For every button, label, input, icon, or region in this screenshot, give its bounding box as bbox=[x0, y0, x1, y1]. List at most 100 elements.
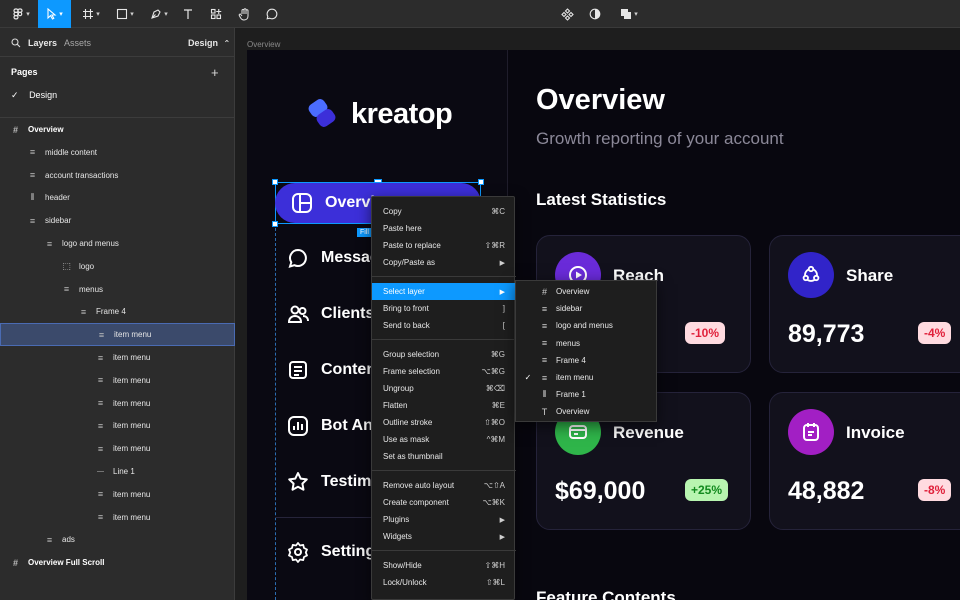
layer-row[interactable]: ≡ item menu bbox=[0, 346, 235, 369]
text-tool-button[interactable] bbox=[178, 0, 198, 28]
stat-card-share[interactable]: Share 89,773 -4% bbox=[769, 235, 960, 373]
change-badge: +25% bbox=[685, 479, 729, 501]
layer-row[interactable]: ≡ item menu bbox=[0, 323, 235, 347]
submenu-item[interactable]: ≡ menus bbox=[516, 335, 658, 352]
layer-row[interactable]: — Line 1 bbox=[0, 460, 235, 483]
tab-assets[interactable]: Assets bbox=[64, 38, 92, 48]
layer-row[interactable]: ≡ item menu bbox=[0, 369, 235, 392]
auto-layout-vertical-icon: ≡ bbox=[46, 238, 53, 249]
nav-item-clients[interactable]: Clients bbox=[287, 294, 374, 334]
figma-logo-icon bbox=[13, 8, 23, 20]
menu-shortcut: ⌘⌫ bbox=[485, 384, 505, 393]
menu-item-select-layer[interactable]: Select layer ▶ bbox=[372, 283, 516, 300]
layer-row[interactable]: ≡ sidebar bbox=[0, 209, 235, 232]
menu-divider bbox=[372, 550, 516, 551]
menu-item-label: Create component bbox=[383, 498, 449, 507]
shape-tool-button[interactable]: ▾ bbox=[110, 0, 140, 28]
layer-row[interactable]: ≡ item menu bbox=[0, 414, 235, 437]
main-menu-button[interactable]: ▾ bbox=[4, 0, 38, 28]
layer-row[interactable]: ≡ menus bbox=[0, 278, 235, 301]
menu-divider bbox=[372, 470, 516, 471]
menu-item-set-as-thumbnail[interactable]: Set as thumbnail bbox=[372, 448, 516, 465]
resize-handle[interactable] bbox=[478, 179, 484, 185]
pen-tool-button[interactable]: ▾ bbox=[144, 0, 174, 28]
menu-item-lock-unlock[interactable]: Lock/Unlock ⇧⌘L bbox=[372, 574, 516, 591]
layer-row[interactable]: ≡ middle content bbox=[0, 141, 235, 164]
layer-row[interactable]: ≡ item menu bbox=[0, 437, 235, 460]
submenu-item[interactable]: ✓ ≡ item menu bbox=[516, 369, 658, 386]
menu-item-bring-to-front[interactable]: Bring to front] bbox=[372, 300, 516, 317]
comment-tool-button[interactable] bbox=[262, 0, 282, 28]
change-badge: -10% bbox=[685, 322, 726, 344]
menu-item-frame-selection[interactable]: Frame selection ⌥⌘G bbox=[372, 363, 516, 380]
submenu-item[interactable]: T Overview bbox=[516, 403, 658, 420]
stat-value: $69,000 bbox=[555, 477, 646, 505]
menu-item-label: Plugins bbox=[383, 515, 410, 524]
hand-tool-button[interactable] bbox=[234, 0, 254, 28]
menu-item-outline-stroke[interactable]: Outline stroke ⇧⌘O bbox=[372, 414, 516, 431]
menu-item-send-to-back[interactable]: Send to back [ bbox=[372, 317, 516, 334]
mask-tool-button[interactable] bbox=[586, 0, 604, 28]
layer-row[interactable]: ≡ item menu bbox=[0, 392, 235, 415]
menu-item-use-as-mask[interactable]: Use as mask ^⌘M bbox=[372, 431, 516, 448]
submenu-item[interactable]: ⦀ Frame 1 bbox=[516, 386, 658, 403]
layer-row[interactable]: ⬚ logo bbox=[0, 255, 235, 278]
submenu-item[interactable]: ≡ logo and menus bbox=[516, 317, 658, 334]
share-icon bbox=[802, 265, 820, 282]
resize-handle[interactable] bbox=[272, 221, 278, 227]
layer-label: account transactions bbox=[45, 170, 119, 180]
layer-row[interactable]: ≡ account transactions bbox=[0, 164, 235, 187]
page-selector[interactable]: Design ⌃ bbox=[188, 38, 230, 48]
move-tool-button[interactable]: ▾ bbox=[38, 0, 71, 28]
submenu-item-label: sidebar bbox=[556, 304, 583, 314]
layer-row[interactable]: # Overview Full Scroll bbox=[0, 551, 235, 574]
menu-divider bbox=[372, 339, 516, 340]
submenu-item-label: Frame 1 bbox=[556, 390, 586, 400]
menu-item-ungroup[interactable]: Ungroup ⌘⌫ bbox=[372, 380, 516, 397]
layer-row[interactable]: ≡ item menu bbox=[0, 483, 235, 506]
layer-label: item menu bbox=[113, 489, 151, 499]
menu-item-create-component[interactable]: Create component ⌥⌘K bbox=[372, 494, 516, 511]
submenu-item[interactable]: ≡ Frame 4 bbox=[516, 352, 658, 369]
nav-item-content[interactable]: Content bbox=[287, 350, 381, 390]
layer-row[interactable]: ≡ ads bbox=[0, 528, 235, 551]
nav-item-settings[interactable]: Settings bbox=[287, 532, 384, 572]
add-page-button[interactable]: + bbox=[211, 65, 219, 80]
boolean-tool-button[interactable]: ▾ bbox=[616, 0, 642, 28]
layer-row[interactable]: ≡ logo and menus bbox=[0, 232, 235, 255]
stat-card-invoice[interactable]: Invoice 48,882 -8% bbox=[769, 392, 960, 530]
rectangle-icon bbox=[117, 8, 128, 20]
menu-item-remove-auto-layout[interactable]: Remove auto layout ⌥⇧A bbox=[372, 477, 516, 494]
menu-item-paste-to-replace[interactable]: Paste to replace ⇧⌘R bbox=[372, 237, 516, 254]
auto-layout-horizontal-icon: ⦀ bbox=[30, 192, 35, 203]
search-icon[interactable] bbox=[11, 38, 21, 48]
submenu-item[interactable]: ≡ sidebar bbox=[516, 300, 658, 317]
resize-handle[interactable] bbox=[374, 179, 382, 183]
menu-item-copy-paste-as[interactable]: Copy/Paste as ▶ bbox=[372, 254, 516, 271]
menu-item-flatten[interactable]: Flatten ⌘E bbox=[372, 397, 516, 414]
menu-item-plugins[interactable]: Plugins ▶ bbox=[372, 511, 516, 528]
submenu-item[interactable]: # Overview bbox=[516, 283, 658, 300]
frame-tool-button[interactable]: ▾ bbox=[76, 0, 106, 28]
frame-label[interactable]: Overview bbox=[247, 40, 281, 49]
layer-row[interactable]: ≡ Frame 4 bbox=[0, 300, 235, 323]
layer-row[interactable]: # Overview bbox=[0, 118, 235, 141]
resources-button[interactable] bbox=[206, 0, 226, 28]
resize-handle[interactable] bbox=[272, 179, 278, 185]
menu-item-widgets[interactable]: Widgets ▶ bbox=[372, 528, 516, 545]
layer-row[interactable]: ≡ item menu bbox=[0, 506, 235, 529]
text-icon bbox=[184, 9, 192, 19]
auto-layout-vertical-icon: ≡ bbox=[541, 320, 548, 331]
layer-row[interactable]: ⦀ header bbox=[0, 186, 235, 209]
check-icon: ✓ bbox=[11, 90, 19, 100]
tab-layers[interactable]: Layers bbox=[28, 38, 58, 48]
component-tool-button[interactable] bbox=[558, 0, 576, 28]
auto-layout-vertical-icon: ≡ bbox=[29, 147, 36, 158]
page-item-design[interactable]: ✓ Design bbox=[11, 90, 57, 101]
hand-icon bbox=[238, 7, 248, 21]
menu-item-show-hide[interactable]: Show/Hide ⇧⌘H bbox=[372, 557, 516, 574]
menu-item-copy[interactable]: Copy ⌘C bbox=[372, 203, 516, 220]
menu-item-group-selection[interactable]: Group selection ⌘G bbox=[372, 346, 516, 363]
menu-item-paste-here[interactable]: Paste here bbox=[372, 220, 516, 237]
submenu-item-label: Overview bbox=[556, 407, 590, 417]
